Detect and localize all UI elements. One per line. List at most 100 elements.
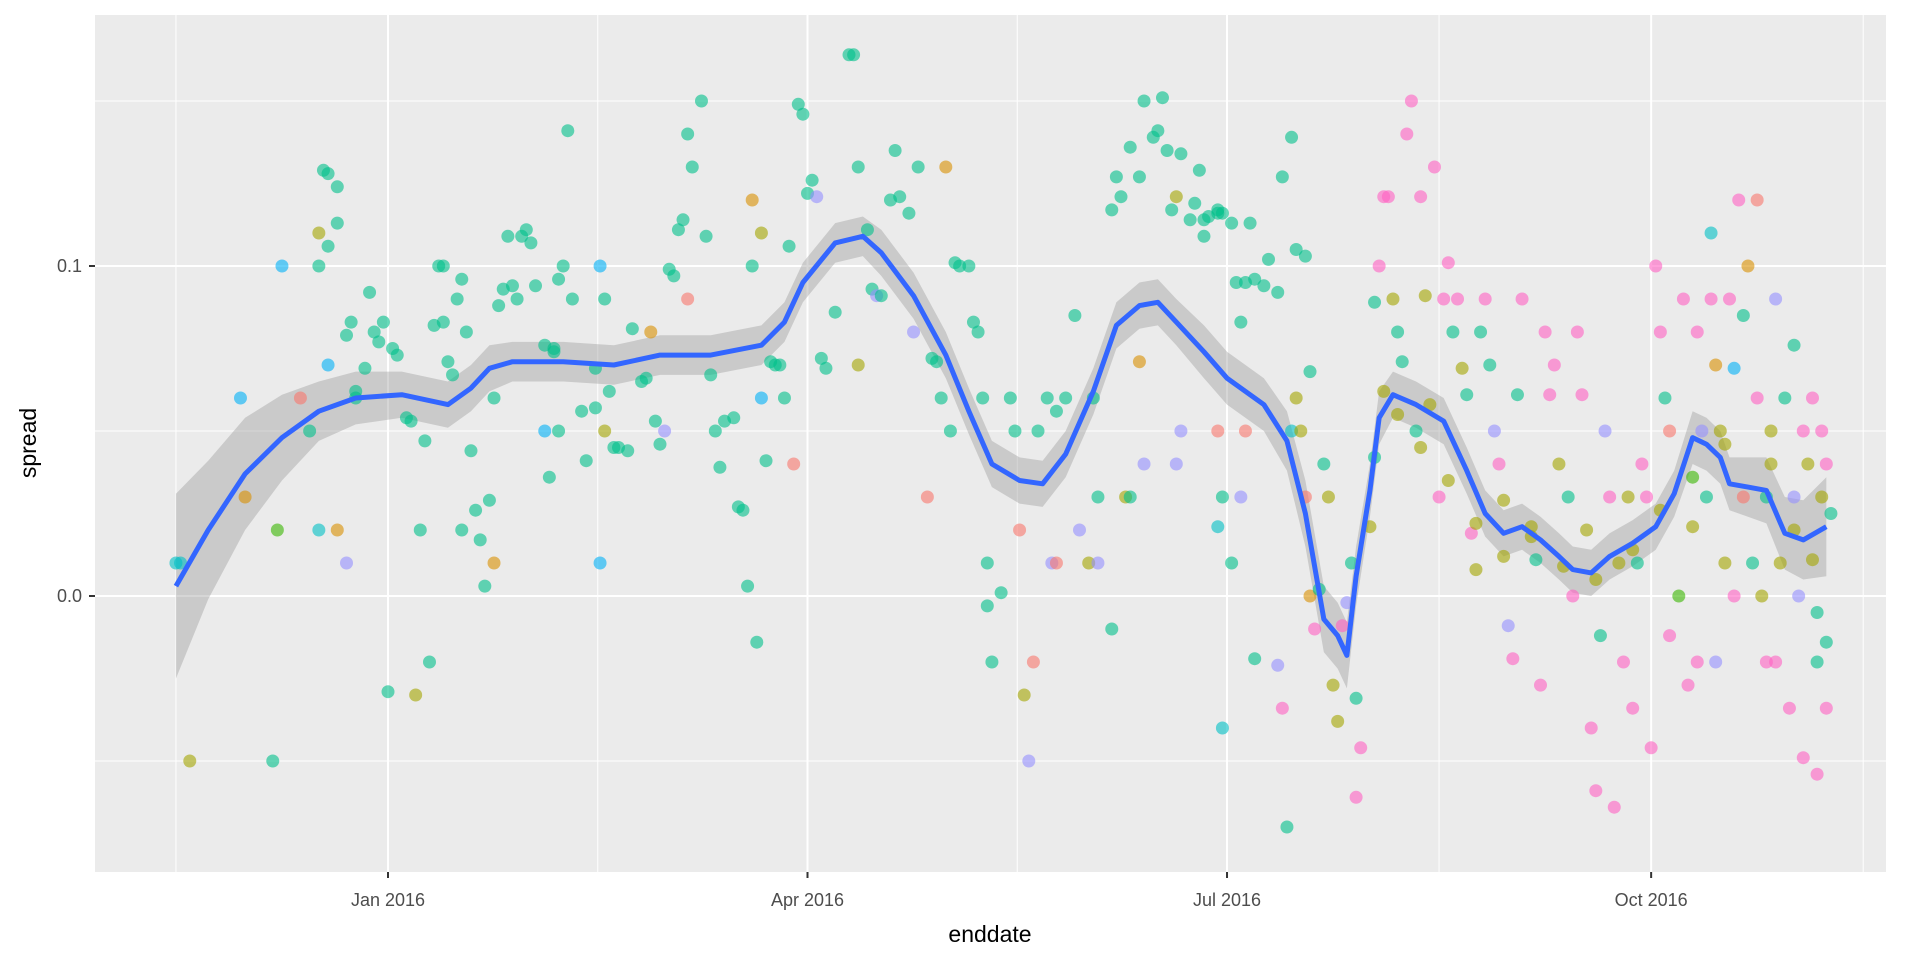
data-point [1796,424,1810,438]
data-point [1663,424,1677,438]
data-point [1026,655,1040,669]
data-point [1049,556,1063,570]
data-point [266,754,280,768]
data-point [874,289,888,303]
data-point [1819,457,1833,471]
data-point [667,269,681,283]
data-point [893,190,907,204]
data-point [754,226,768,240]
data-point [1741,259,1755,273]
data-point [459,325,473,339]
data-point [1736,309,1750,322]
data-point [321,358,335,372]
data-point [1275,701,1289,715]
data-point [1732,193,1746,207]
data-point [330,180,344,194]
y-axis-title: spread [15,408,41,478]
data-point [976,391,990,405]
data-point [372,335,386,349]
data-point [1815,424,1829,438]
data-point [1630,556,1644,570]
data-point [1727,589,1741,603]
data-point [1091,490,1105,504]
data-point [469,503,483,517]
data-point [1750,391,1764,405]
data-point [1243,216,1257,230]
data-point [455,272,469,286]
data-point [367,325,381,339]
data-point [962,259,976,273]
data-point [1340,596,1354,610]
data-point [1003,391,1017,405]
data-point [750,635,764,649]
data-point [1464,526,1478,540]
data-point [1792,589,1806,603]
data-point [1621,490,1635,504]
data-point [1151,124,1165,138]
data-point [671,223,685,237]
data-point [1271,658,1285,672]
data-point [1796,751,1810,765]
data-point [446,368,460,382]
data-point [1455,361,1469,375]
data-point [1552,457,1566,471]
data-point [621,444,635,458]
data-point [1418,289,1432,303]
data-point [1105,203,1119,217]
data-point [745,259,759,273]
data-point [312,226,326,240]
data-point [1497,493,1511,507]
data-point [1160,144,1174,157]
data-point [1271,285,1285,299]
data-point [1368,295,1382,309]
data-point [851,358,865,372]
data-point [1718,556,1732,570]
data-point [510,292,524,306]
data-point [1441,256,1455,270]
data-point [233,391,247,405]
data-point [1211,520,1225,534]
major-gridlines [89,15,1886,878]
data-point [1815,490,1829,504]
data-point [851,160,865,174]
data-point [1469,516,1483,530]
data-point [1257,279,1271,293]
data-point [1414,441,1428,454]
data-point [930,355,944,369]
data-point [847,48,861,62]
data-point [1547,358,1561,372]
data-point [1723,292,1737,306]
data-point [1787,490,1801,504]
data-point [1663,629,1677,643]
data-point [1285,130,1299,144]
data-point [1805,553,1819,567]
data-point [1132,170,1146,184]
data-point [1169,190,1183,204]
data-point [1192,163,1206,177]
data-point [1013,523,1027,537]
data-point [1718,437,1732,451]
data-point [1561,490,1575,504]
data-point [1391,325,1405,339]
data-point [1169,457,1183,471]
x-tick-label: Jan 2016 [351,890,425,910]
data-point [588,401,602,415]
x-axis-title: enddate [948,921,1031,947]
data-point [1746,556,1760,570]
data-point [1446,325,1460,339]
data-point [1335,619,1349,633]
data-point [1612,556,1626,570]
data-point [727,411,741,425]
data-point [1510,388,1524,402]
data-point [1603,490,1617,504]
data-point [1695,424,1709,438]
data-point [1137,94,1151,108]
data-point [644,325,658,339]
data-point [1690,655,1704,669]
data-point [293,391,307,405]
data-point [814,351,828,365]
data-point [561,124,575,138]
data-point [681,127,695,141]
data-point [810,190,824,204]
